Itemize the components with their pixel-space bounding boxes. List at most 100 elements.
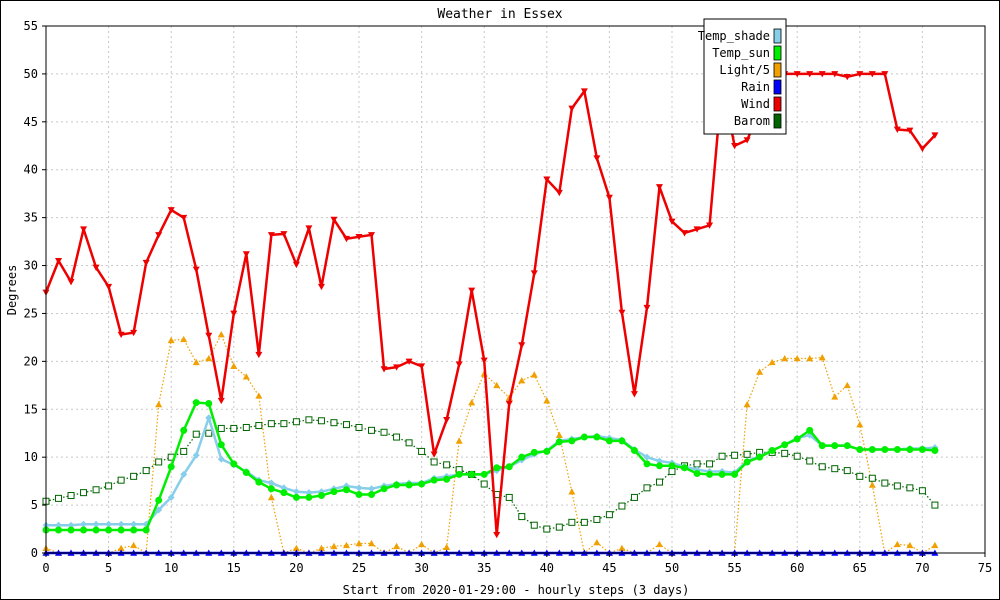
data-point-wind: [693, 226, 701, 233]
data-point-temp-sun: [217, 441, 225, 449]
data-point-temp-sun: [518, 453, 526, 461]
data-point-barom: [280, 420, 288, 428]
data-point-wind: [468, 287, 476, 294]
x-tick-label: 35: [477, 561, 491, 575]
data-point-temp-sun: [468, 470, 476, 478]
data-point-barom: [480, 480, 488, 488]
data-point-barom: [881, 479, 889, 487]
data-point-barom: [317, 417, 325, 425]
data-point-wind: [793, 71, 801, 78]
data-point-wind: [92, 264, 100, 271]
data-point-light-5: [931, 541, 939, 549]
data-point-wind: [217, 397, 225, 405]
data-point-temp-sun: [330, 488, 338, 496]
data-point-barom: [743, 450, 751, 458]
data-point-barom: [668, 468, 676, 476]
data-point-light-5: [868, 481, 876, 488]
data-point-light-5: [267, 493, 275, 501]
y-tick-label: 20: [24, 354, 38, 368]
data-point-wind: [681, 230, 689, 237]
data-point-barom: [793, 452, 801, 460]
legend-label-wind: Wind: [741, 97, 770, 111]
data-point-temp-sun: [681, 464, 689, 472]
data-point-wind: [230, 310, 238, 317]
data-point-temp-sun: [806, 426, 814, 434]
legend-swatch-temp-sun: [773, 45, 782, 61]
data-point-temp-shade: [280, 484, 288, 492]
data-point-temp-shade: [55, 521, 63, 529]
data-point-light-5: [167, 336, 175, 344]
data-point-light-5: [856, 421, 864, 428]
data-point-barom: [731, 451, 739, 459]
data-point-barom: [92, 486, 100, 494]
data-point-wind: [80, 226, 88, 233]
legend-swatch-light-5: [773, 62, 782, 78]
data-point-barom: [443, 461, 451, 469]
data-point-temp-sun: [543, 447, 551, 455]
data-point-temp-sun: [180, 426, 188, 434]
data-point-temp-sun: [555, 438, 563, 446]
data-point-barom: [117, 476, 125, 484]
data-point-wind: [342, 235, 350, 243]
data-point-wind: [105, 283, 113, 291]
y-tick-label: 45: [24, 115, 38, 129]
y-tick-label: 55: [24, 19, 38, 33]
data-point-wind: [868, 71, 876, 78]
data-point-light-5: [618, 544, 626, 552]
data-point-light-5: [342, 541, 350, 549]
data-point-light-5: [117, 544, 125, 552]
data-point-temp-shade: [205, 414, 213, 422]
data-point-barom: [217, 424, 225, 432]
data-point-wind: [505, 400, 513, 408]
data-point-barom: [818, 463, 826, 471]
data-point-wind: [818, 71, 826, 78]
data-point-barom: [230, 424, 238, 432]
data-point-temp-shade: [217, 455, 225, 463]
data-point-wind: [593, 155, 601, 162]
x-tick-label: 70: [915, 561, 929, 575]
data-point-wind: [242, 251, 250, 258]
data-point-light-5: [192, 358, 200, 366]
data-point-temp-sun: [505, 463, 513, 471]
series-line-wind: [44, 72, 936, 537]
data-point-light-5: [292, 544, 300, 552]
data-point-wind: [280, 231, 288, 238]
data-point-temp-sun: [92, 526, 100, 534]
data-point-temp-shade: [80, 520, 88, 528]
data-point-light-5: [368, 539, 376, 547]
data-point-wind: [305, 225, 313, 232]
data-point-light-5: [893, 540, 901, 548]
data-point-light-5: [317, 544, 325, 552]
data-point-barom: [380, 428, 388, 436]
data-point-wind: [618, 309, 626, 316]
data-point-temp-sun: [530, 448, 538, 456]
data-point-wind: [543, 176, 551, 183]
data-point-temp-sun: [843, 442, 851, 450]
data-point-temp-sun: [655, 462, 663, 470]
data-point-light-5: [217, 331, 225, 338]
data-point-wind: [205, 332, 213, 339]
data-point-temp-sun: [455, 470, 463, 478]
axis-layer: 0 5 10 15 20 25 30 35 40 45 50 55 0 5 10 15 20 25 30 35 40 45…: [24, 19, 993, 575]
data-point-barom: [255, 422, 263, 430]
data-point-temp-shade: [292, 488, 300, 496]
data-point-temp-shade: [655, 457, 663, 465]
data-point-temp-sun: [768, 446, 776, 454]
legend-label-light-5: Light/5: [719, 63, 770, 77]
data-point-temp-sun: [55, 526, 63, 534]
chart-title: Weather in Essex: [437, 7, 562, 22]
data-point-wind: [167, 207, 175, 214]
data-point-temp-sun: [405, 481, 413, 489]
data-point-light-5: [530, 371, 538, 378]
series-layer: [42, 71, 939, 556]
data-point-light-5: [230, 362, 238, 369]
data-point-light-5: [355, 539, 363, 547]
data-point-temp-sun: [781, 441, 789, 449]
data-point-temp-shade: [92, 520, 100, 528]
data-point-temp-sun: [255, 478, 263, 486]
data-point-temp-shade: [105, 520, 113, 528]
data-point-temp-shade: [130, 520, 138, 528]
data-point-temp-sun: [868, 446, 876, 454]
legend-label-rain: Rain: [741, 80, 770, 94]
data-point-temp-shade: [267, 479, 275, 487]
